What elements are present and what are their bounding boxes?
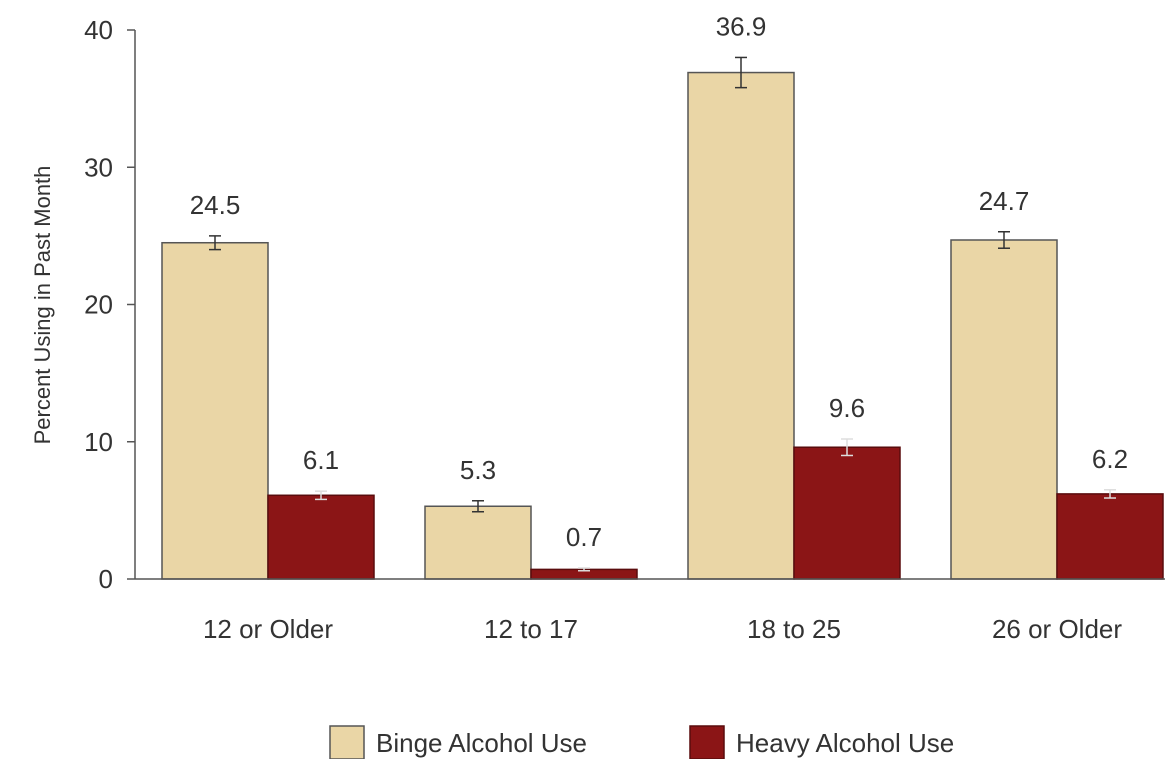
bar [950, 239, 1058, 580]
data-label: 6.1 [303, 445, 339, 475]
legend-label: Binge Alcohol Use [376, 728, 587, 758]
bar [793, 446, 901, 580]
data-label: 9.6 [829, 393, 865, 423]
data-label: 0.7 [566, 522, 602, 552]
bar [267, 494, 375, 580]
x-axis: 12 or Older 12 to 17 18 to 25 26 or Older [135, 578, 1165, 644]
legend: Binge Alcohol Use Heavy Alcohol Use [329, 725, 954, 759]
y-tick-label: 10 [84, 427, 113, 457]
bar [1056, 493, 1164, 580]
legend-label: Heavy Alcohol Use [736, 728, 954, 758]
data-label: 24.5 [190, 190, 241, 220]
x-category-label: 12 or Older [203, 614, 333, 644]
data-label: 6.2 [1092, 444, 1128, 474]
x-category-label: 12 to 17 [484, 614, 578, 644]
legend-swatch [329, 725, 365, 759]
y-axis-title: Percent Using in Past Month [30, 166, 55, 445]
y-axis: 0 10 20 30 40 [84, 15, 136, 594]
bar [687, 71, 795, 580]
bars-group: 24.5 6.1 5.3 0.7 36.9 9.6 24.7 6.2 [161, 11, 1164, 580]
x-category-label: 18 to 25 [747, 614, 841, 644]
y-tick-label: 30 [84, 152, 113, 182]
data-label: 5.3 [460, 455, 496, 485]
bar [161, 241, 269, 580]
x-category-label: 26 or Older [992, 614, 1122, 644]
y-tick-label: 40 [84, 15, 113, 45]
bar [424, 505, 532, 580]
data-label: 24.7 [979, 186, 1030, 216]
y-tick-label: 20 [84, 290, 113, 320]
y-tick-label: 0 [99, 564, 113, 594]
legend-swatch [689, 725, 725, 759]
data-label: 36.9 [716, 11, 767, 41]
